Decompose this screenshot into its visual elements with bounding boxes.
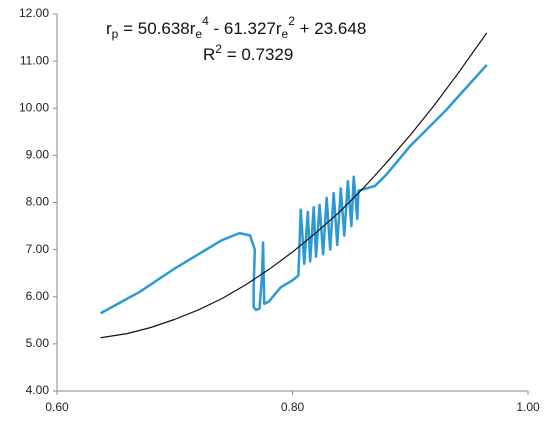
y-tick-label: 10.00 [19,100,49,114]
y-tick-label: 7.00 [26,242,50,256]
series-line [99,64,488,315]
eq-sup: 2 [288,14,295,28]
series-line [100,32,488,339]
eq-sup: 4 [202,14,209,28]
eq-sub: e [282,27,289,41]
eq-part: - 61.327r [209,19,282,38]
y-tick-label: 9.00 [26,148,50,162]
r-squared: R2 = 0.7329 [203,42,293,64]
equation: rp = 50.638re4 - 61.327re2 + 23.648 [106,14,366,41]
y-tick-label: 8.00 [26,195,50,209]
y-tick-label: 6.00 [26,289,50,303]
y-tick-label: 4.00 [26,383,50,397]
eq-part: = 50.638r [118,19,195,38]
x-tick-label: 1.00 [516,400,540,414]
y-tick-label: 5.00 [26,336,50,350]
r2-sup: 2 [215,42,222,56]
eq-sub: e [195,27,202,41]
r2-part: = 0.7329 [222,45,293,64]
r2-part: R [203,45,215,64]
x-tick-label: 0.60 [45,400,69,414]
y-tick-label: 12.00 [19,6,49,20]
x-tick-label: 0.80 [281,400,305,414]
eq-part: + 23.648 [295,19,366,38]
eq-part: r [106,19,112,38]
eq-sub: p [112,27,119,41]
y-tick-label: 11.00 [20,53,49,67]
